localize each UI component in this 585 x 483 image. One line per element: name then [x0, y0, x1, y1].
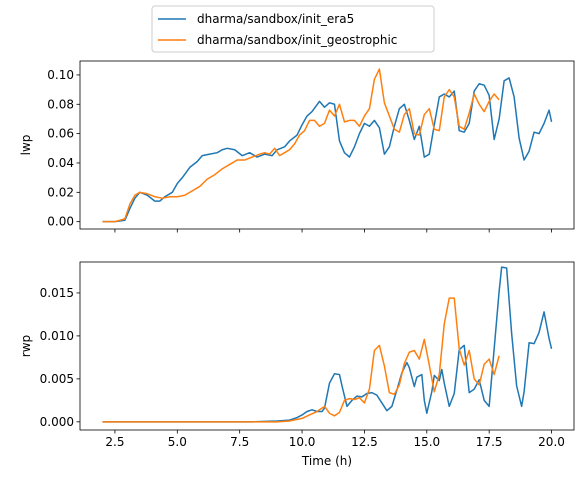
rwp-y-tick-label: 0.005 [40, 372, 74, 386]
lwp-y-tick-label: 0.08 [47, 97, 74, 111]
lwp-y-tick-label: 0.02 [47, 185, 74, 199]
lwp-y-axis-label: lwp [19, 135, 33, 156]
rwp-y-tick-label: 0.010 [40, 329, 74, 343]
rwp-x-tick-label: 12.5 [351, 435, 378, 449]
legend-box [151, 5, 435, 53]
lwp-y-tick-label: 0.06 [47, 127, 74, 141]
rwp-panel: 2.5 5.0 7.5 10.0 12.5 15.0 17.5 20.0 0.000 0.005 0… [19, 261, 575, 468]
legend: dharma/sandbox/init_era5 dharma/sandbox/i… [151, 5, 435, 53]
rwp-y-axis-label: rwp [19, 335, 33, 357]
legend-label-init-geostrophic: dharma/sandbox/init_geostrophic [197, 33, 397, 47]
rwp-x-tick-label: 7.5 [230, 435, 249, 449]
legend-label-init-era5: dharma/sandbox/init_era5 [197, 12, 354, 26]
rwp-x-tick-label: 15.0 [413, 435, 440, 449]
lwp-y-tick-label: 0.00 [47, 215, 74, 229]
rwp-x-tick-label: 10.0 [289, 435, 316, 449]
lwp-series-line-init-era5 [102, 77, 553, 223]
rwp-x-tick-label: 17.5 [476, 435, 503, 449]
lwp-y-tick-label: 0.10 [47, 68, 74, 82]
lwp-panel: 0.00 0.02 0.04 0.06 0.08 0.10 lwp [19, 60, 575, 233]
rwp-axes-frame [79, 261, 575, 431]
lwp-axes-frame [79, 60, 575, 230]
rwp-series-line-init-era5 [102, 266, 553, 423]
rwp-y-tick-label: 0.000 [40, 415, 74, 429]
lwp-series-line-init-geostrophic [102, 68, 500, 223]
rwp-series-line-init-geostrophic [102, 297, 500, 423]
rwp-x-tick-label: 5.0 [168, 435, 187, 449]
rwp-x-tick-label: 2.5 [105, 435, 124, 449]
rwp-y-tick-label: 0.015 [40, 286, 74, 300]
rwp-x-axis-label: Time (h) [301, 454, 352, 468]
lwp-y-tick-label: 0.04 [47, 156, 74, 170]
rwp-x-tick-label: 20.0 [538, 435, 565, 449]
